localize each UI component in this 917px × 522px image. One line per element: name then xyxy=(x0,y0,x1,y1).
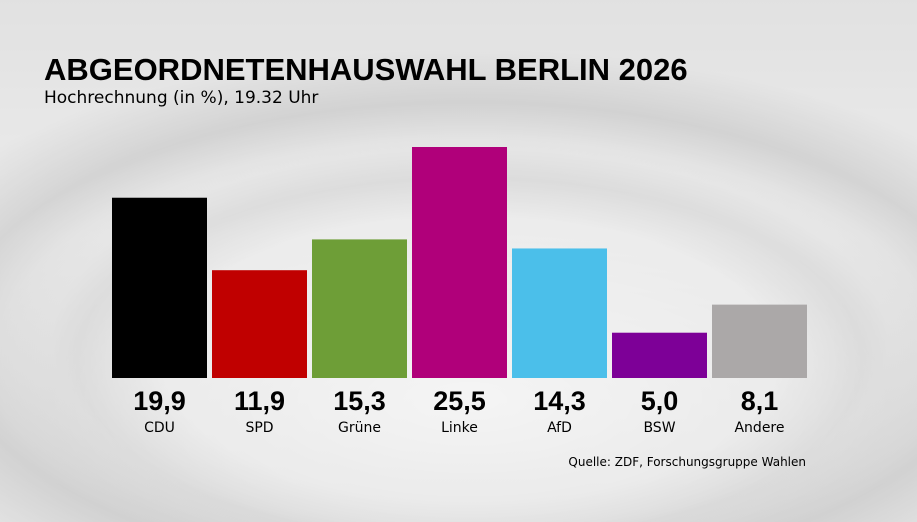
bar-gr-ne xyxy=(312,239,407,378)
value-label-gr-ne: 15,3 xyxy=(333,386,386,416)
category-label-cdu: CDU xyxy=(144,420,175,436)
bar-spd xyxy=(212,270,307,378)
value-label-afd: 14,3 xyxy=(533,386,586,416)
value-label-bsw: 5,0 xyxy=(641,386,679,416)
chart-title: ABGEORDNETENHAUSWAHL BERLIN 2026 xyxy=(44,52,688,87)
bar-cdu xyxy=(112,197,207,378)
value-label-cdu: 19,9 xyxy=(133,386,186,416)
category-label-linke: Linke xyxy=(441,420,478,436)
category-label-spd: SPD xyxy=(245,420,273,436)
value-label-linke: 25,5 xyxy=(433,386,486,416)
bar-linke xyxy=(412,147,507,378)
value-label-andere: 8,1 xyxy=(741,386,779,416)
source-note: Quelle: ZDF, Forschungsgruppe Wahlen xyxy=(568,455,806,469)
category-label-afd: AfD xyxy=(547,420,572,436)
bar-afd xyxy=(512,248,607,378)
chart-subtitle: Hochrechnung (in %), 19.32 Uhr xyxy=(44,88,319,108)
category-label-gr-ne: Grüne xyxy=(338,420,381,436)
bar-bsw xyxy=(612,332,707,378)
category-label-bsw: BSW xyxy=(643,420,675,436)
bar-andere xyxy=(712,304,807,378)
value-label-spd: 11,9 xyxy=(234,386,285,416)
category-label-andere: Andere xyxy=(734,420,784,436)
